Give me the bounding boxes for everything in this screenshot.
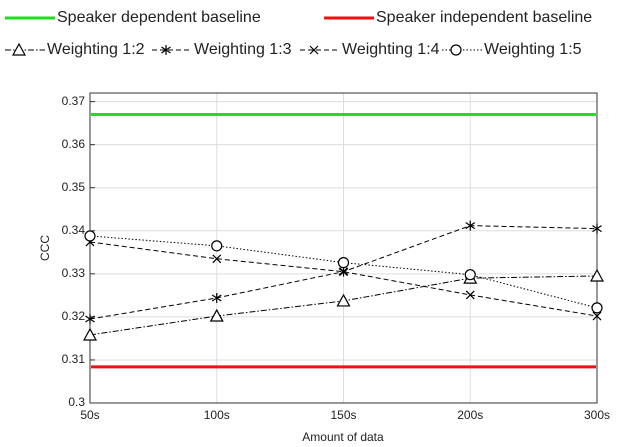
legend-label: Speaker dependent baseline <box>57 9 261 26</box>
marker <box>11 42 27 56</box>
marker-shape <box>11 42 27 56</box>
marker-shape <box>450 44 462 56</box>
marker-shape <box>336 293 351 307</box>
marker-shape <box>82 327 98 341</box>
marker-shape <box>209 308 224 322</box>
marker-shape <box>309 45 319 55</box>
marker <box>212 254 222 264</box>
marker <box>464 269 476 281</box>
x-tick-label: 100s <box>204 408 230 422</box>
marker-shape <box>339 267 348 277</box>
marker-shape <box>161 45 171 55</box>
marker-shape <box>211 240 223 252</box>
y-axis-label: CCC <box>38 235 52 261</box>
marker-shape <box>592 311 602 321</box>
marker <box>337 257 350 269</box>
x-axis-label: Amount of data <box>302 430 384 444</box>
marker <box>84 230 96 242</box>
marker <box>592 311 602 321</box>
y-tick-label: 0.33 <box>62 266 86 280</box>
series-line <box>89 241 598 317</box>
marker <box>465 290 475 300</box>
marker <box>589 268 605 282</box>
x-tick-label: 200s <box>457 408 483 422</box>
y-tick-label: 0.34 <box>62 223 86 237</box>
legend-label: Weighting 1:3 <box>194 41 292 58</box>
x-tick-label: 50s <box>80 408 99 422</box>
marker-shape <box>337 257 350 269</box>
marker <box>450 44 462 56</box>
marker-shape <box>465 220 476 231</box>
marker <box>82 327 98 341</box>
y-tick-label: 0.3 <box>68 395 85 409</box>
legend-label: Weighting 1:5 <box>484 41 582 58</box>
marker <box>309 45 319 55</box>
marker <box>211 292 222 303</box>
marker <box>161 45 171 55</box>
marker-shape <box>85 314 95 325</box>
marker <box>336 293 351 307</box>
y-tick-label: 0.36 <box>62 137 86 151</box>
plot-frame <box>89 92 598 404</box>
legend-label: Speaker independent baseline <box>376 9 592 26</box>
marker-shape <box>592 223 602 234</box>
y-tick-label: 0.35 <box>62 180 86 194</box>
marker <box>85 314 95 325</box>
y-tick-label: 0.31 <box>62 352 86 366</box>
legend-label: Weighting 1:2 <box>47 41 145 58</box>
x-tick-label: 150s <box>330 408 356 422</box>
marker-shape <box>84 230 96 242</box>
marker-shape <box>591 302 603 314</box>
marker-shape <box>589 268 605 282</box>
series-line <box>89 235 598 309</box>
marker-shape <box>465 290 475 300</box>
y-tick-label: 0.37 <box>62 94 86 108</box>
y-tick-label: 0.32 <box>62 309 86 323</box>
marker <box>339 267 348 277</box>
x-tick-label: 300s <box>584 408 610 422</box>
marker <box>591 302 603 314</box>
marker-shape <box>211 292 222 303</box>
marker-shape <box>464 269 476 281</box>
marker <box>465 220 476 231</box>
legend-label: Weighting 1:4 <box>342 41 440 58</box>
marker <box>211 240 223 252</box>
marker <box>209 308 224 322</box>
marker-shape <box>212 254 222 264</box>
marker <box>592 223 602 234</box>
